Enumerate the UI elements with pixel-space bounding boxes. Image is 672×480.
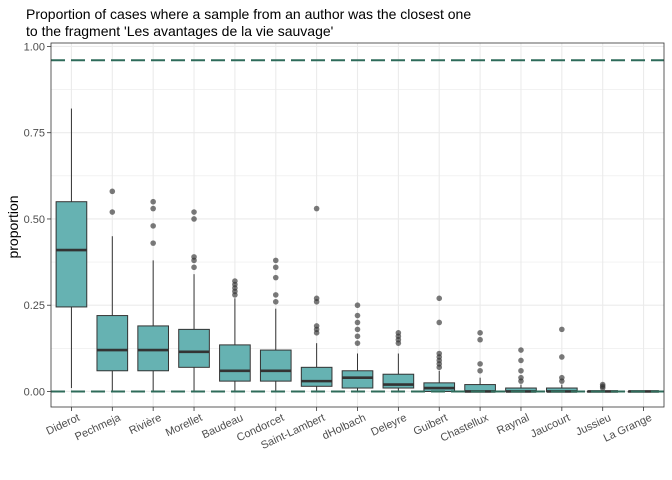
outlier-point xyxy=(354,319,361,326)
outlier-point xyxy=(191,254,197,260)
y-tick-label: 0.00 xyxy=(24,386,45,398)
outlier-point xyxy=(191,216,197,222)
outlier-point xyxy=(559,354,565,360)
y-tick-label: 0.50 xyxy=(24,214,45,226)
outlier-point xyxy=(150,198,156,205)
outlier-point xyxy=(313,295,320,302)
outlier-point xyxy=(559,326,565,333)
outlier-point xyxy=(272,257,279,264)
outlier-point xyxy=(518,357,524,364)
box xyxy=(55,201,88,308)
outlier-point xyxy=(232,278,238,284)
outlier-point xyxy=(272,264,279,271)
chart-title-line-1: Proportion of cases where a sample from … xyxy=(26,6,471,22)
outlier-point xyxy=(559,374,565,381)
box xyxy=(178,328,210,368)
outlier-point xyxy=(272,274,279,281)
outlier-point xyxy=(354,326,361,333)
y-axis-label: proportion xyxy=(5,195,21,258)
x-tick-label: Jaucourt xyxy=(529,412,572,441)
outlier-point xyxy=(272,292,279,298)
outlier-point xyxy=(518,367,524,374)
outlier-point xyxy=(109,209,116,215)
outlier-point xyxy=(477,330,483,336)
y-tick-label: 0.75 xyxy=(24,128,45,140)
outlier-point xyxy=(150,223,156,229)
outlier-point xyxy=(191,264,197,271)
outlier-point xyxy=(477,336,483,343)
x-tick-label: dHolbach xyxy=(321,412,368,443)
outlier-point xyxy=(109,188,116,195)
outlier-point xyxy=(354,302,361,309)
box xyxy=(96,315,129,372)
outlier-point xyxy=(518,374,524,381)
outlier-point xyxy=(272,298,279,305)
outlier-point xyxy=(518,347,524,353)
outlier-point xyxy=(436,350,443,357)
box xyxy=(137,325,169,372)
outlier-point xyxy=(354,340,361,346)
x-tick-label: Pechmeja xyxy=(73,411,123,443)
x-tick-label: Rivière xyxy=(127,412,163,437)
outlier-point xyxy=(477,361,483,367)
outlier-point xyxy=(436,295,443,302)
outlier-point xyxy=(477,367,483,374)
chart-title-line-2: to the fragment 'Les avantages de la vie… xyxy=(26,23,333,39)
box xyxy=(341,370,374,389)
x-tick-label: Morellet xyxy=(164,412,205,439)
outlier-point xyxy=(191,209,197,215)
box xyxy=(382,373,415,389)
box xyxy=(300,366,333,387)
outlier-point xyxy=(599,381,606,388)
box xyxy=(219,344,251,382)
outlier-point xyxy=(395,330,402,336)
x-tick-label: Deleyre xyxy=(369,412,408,439)
outlier-point xyxy=(150,205,156,212)
y-tick-label: 1.00 xyxy=(24,41,45,53)
outlier-point xyxy=(150,240,156,246)
box xyxy=(259,349,292,382)
y-tick-label: 0.25 xyxy=(24,300,45,312)
outlier-point xyxy=(313,205,320,212)
outlier-point xyxy=(313,323,320,329)
outlier-point xyxy=(354,333,361,340)
outlier-point xyxy=(436,319,443,326)
outlier-point xyxy=(354,312,361,319)
x-tick-label: Raynal xyxy=(495,412,531,437)
